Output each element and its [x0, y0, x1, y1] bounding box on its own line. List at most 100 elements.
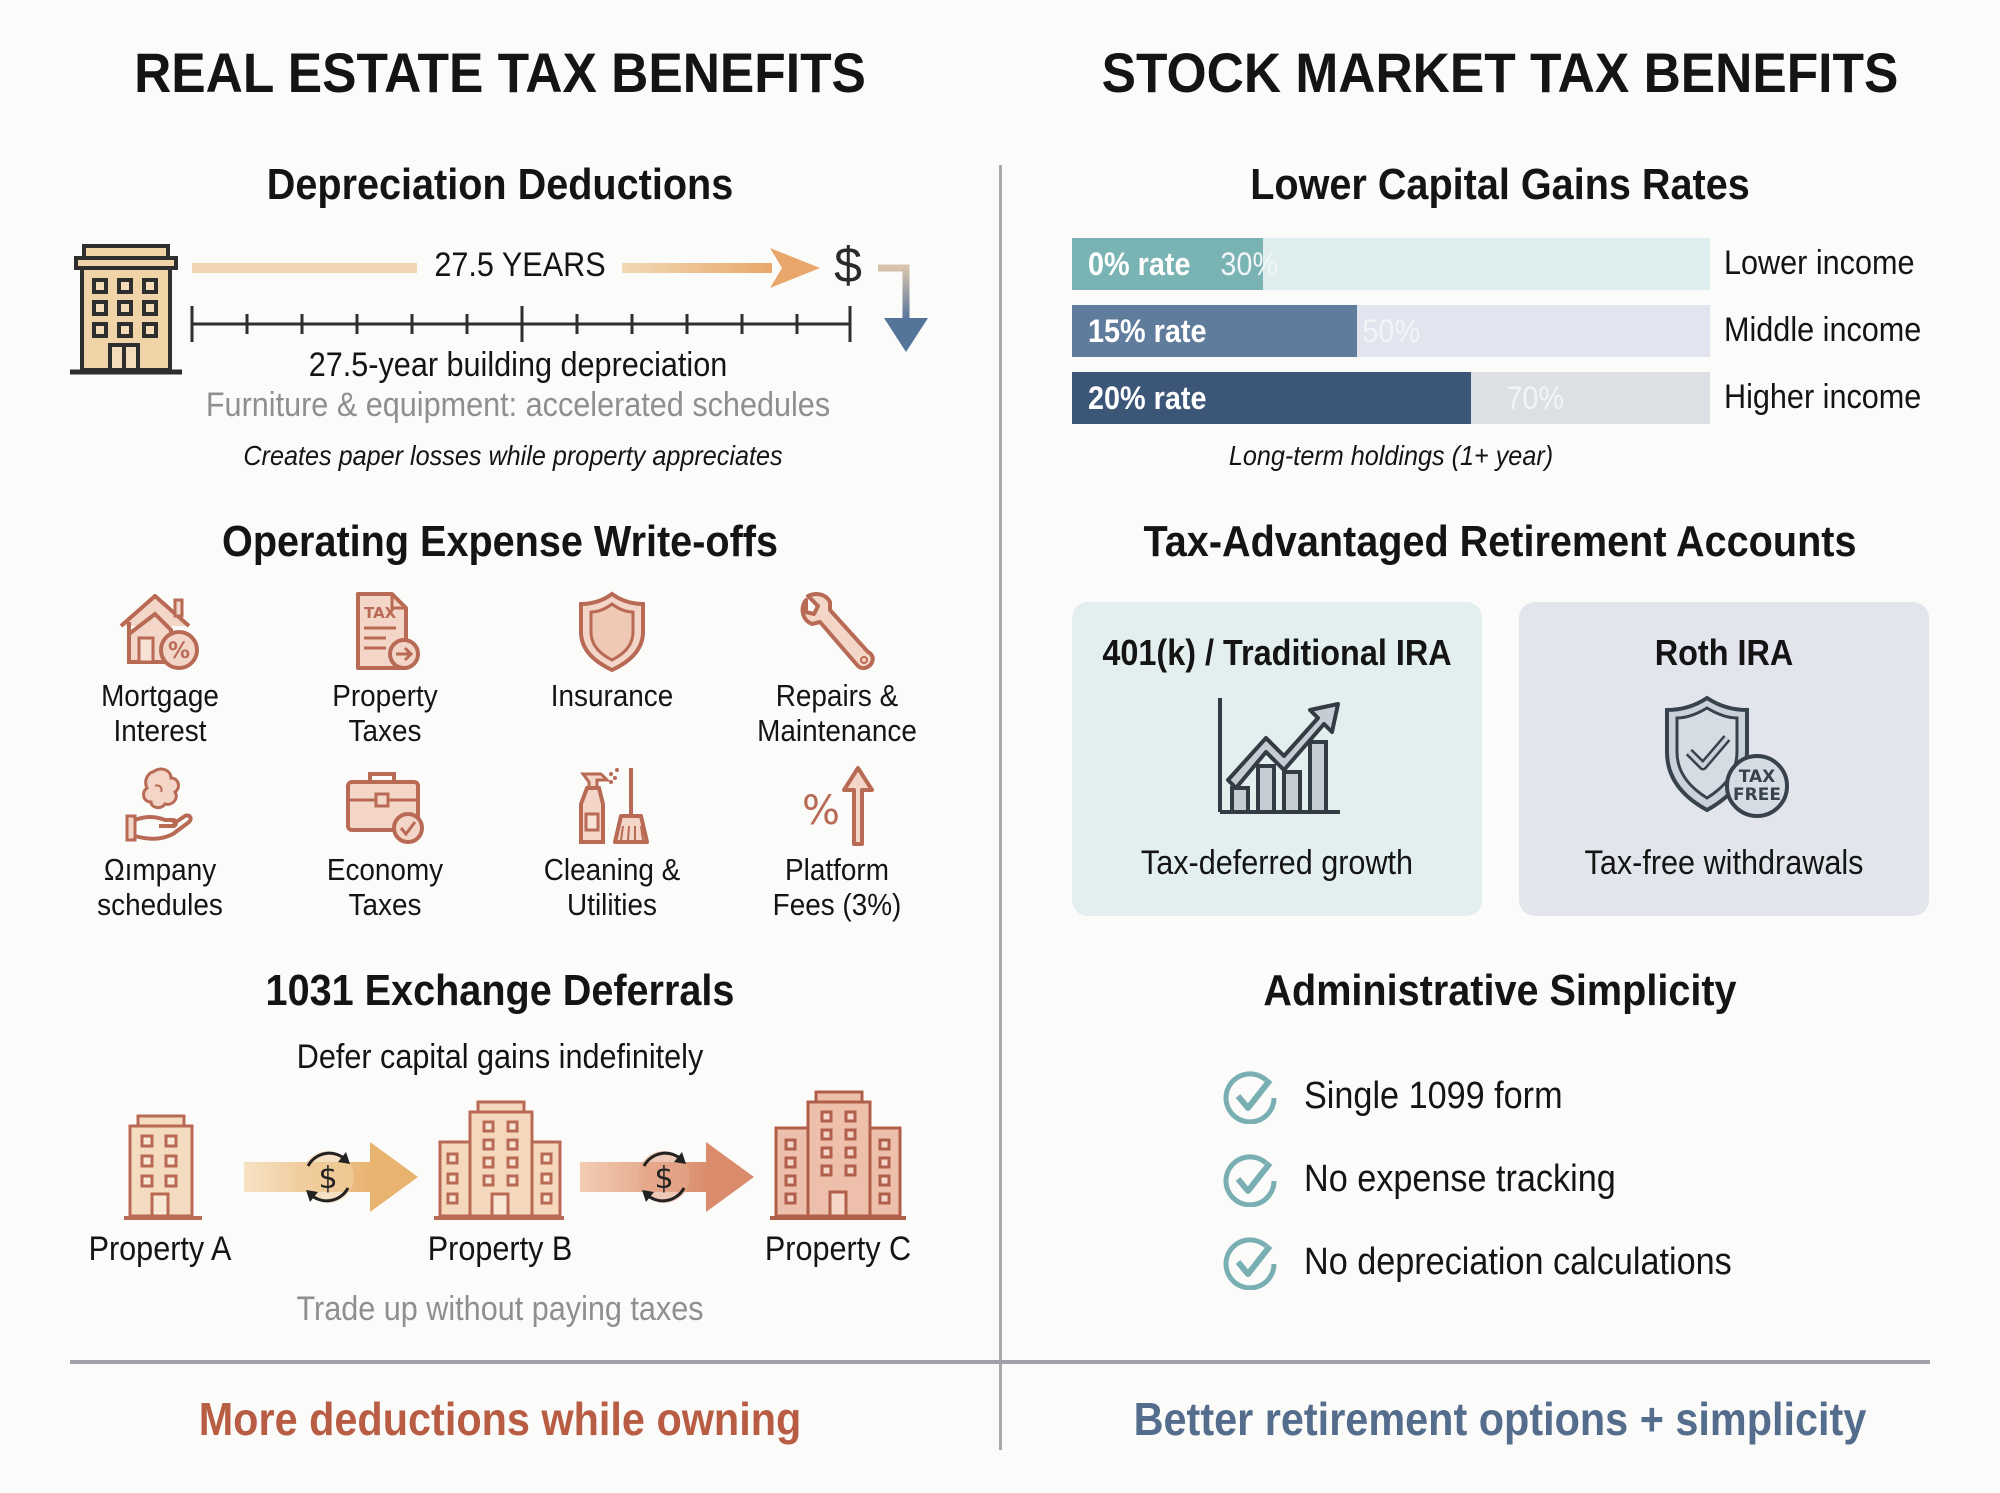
rate-bar-label: 20% rate — [1088, 380, 1207, 416]
decrease-arrow-icon — [878, 264, 928, 352]
rate-bar-2: 20% rate 70% — [1072, 372, 1710, 424]
check-circle-icon — [1223, 1071, 1277, 1124]
exchange-arrow-1: $ — [244, 1142, 418, 1212]
expense-economy-taxes: Economy Taxes — [270, 764, 500, 922]
expense-repairs-maintenance: Repairs & Maintenance — [722, 590, 952, 748]
expense-label-line2: Fees (3%) — [772, 887, 902, 922]
expense-platform-fees: % Platform Fees (3%) — [722, 764, 952, 922]
building-icon — [70, 244, 182, 375]
expense-label-line2: Interest — [113, 713, 207, 748]
stock-market-title: STOCK MARKET TAX BENEFITS — [1101, 41, 1899, 104]
svg-text:$: $ — [654, 1161, 673, 1196]
expense-label-line2: Taxes — [348, 887, 422, 922]
property-a-building-icon — [124, 1114, 202, 1220]
card-subtitle: Tax-free withdrawals — [1584, 844, 1864, 882]
simplicity-item: Single 1099 form — [1222, 1066, 1591, 1126]
exchange-heading: 1031 Exchange Deferrals — [265, 966, 735, 1015]
percent-arrow-up-icon: % — [802, 766, 874, 846]
expense-mortgage-interest: % Mortgage Interest — [45, 590, 275, 748]
retirement-heading: Tax-Advantaged Retirement Accounts — [1143, 517, 1857, 566]
real-estate-title: REAL ESTATE TAX BENEFITS — [134, 41, 866, 104]
property-c-label: Property C — [764, 1230, 912, 1268]
traditional-ira-card: 401(k) / Traditional IRA Tax-deferred gr… — [1072, 602, 1482, 916]
shield-tax-free-icon: TAX FREE — [1665, 695, 1789, 818]
wrench-icon — [800, 592, 875, 671]
simplicity-heading: Administrative Simplicity — [1263, 966, 1737, 1015]
expense-label-line2: Taxes — [348, 713, 422, 748]
exchange-note: Trade up without paying taxes — [296, 1290, 704, 1328]
rate-bar-fill — [1072, 372, 1471, 424]
dollar-icon: $ — [834, 237, 862, 293]
rate-bar-fill — [1072, 238, 1264, 290]
rate-bar-fill — [1072, 305, 1357, 357]
expense-label-line1: Economy — [326, 852, 444, 887]
briefcase-check-icon — [346, 772, 424, 844]
expense-insurance: Insurance — [497, 590, 727, 713]
expense-cleaning-utilities: Cleaning & Utilities — [497, 764, 727, 922]
roth-ira-card: Roth IRA TAX FREE Tax-free withdrawals — [1519, 602, 1929, 916]
expense-label-line1: Ωımpany — [103, 852, 217, 887]
depreciation-note: Creates paper losses while property appr… — [243, 440, 783, 471]
rate-bar-side-label: Middle income — [1724, 311, 1922, 349]
rate-bar-side-label: Lower income — [1724, 244, 1915, 282]
svg-text:$: $ — [318, 1161, 337, 1196]
svg-text:%: % — [802, 788, 840, 834]
vertical-divider — [999, 165, 1002, 1450]
rate-bar-pct: 30% — [1220, 246, 1279, 282]
shield-icon — [579, 591, 645, 672]
depreciation-timeline-ruler — [190, 306, 852, 342]
rate-bar-pct: 70% — [1506, 380, 1565, 416]
simplicity-item: No expense tracking — [1222, 1149, 1650, 1209]
exchange-subtitle: Defer capital gains indefinitely — [296, 1038, 704, 1076]
stock-market-summary: Better retirement options + simplicity — [1133, 1393, 1867, 1445]
expense-label-line1: Property — [332, 678, 438, 713]
property-c-building-icon — [770, 1090, 906, 1220]
rate-bar-pct: 50% — [1362, 313, 1421, 349]
expense-company-schedules: Ωımpany schedules — [45, 764, 275, 922]
svg-text:%: % — [168, 639, 190, 664]
rate-bar-1: 15% rate 50% — [1072, 305, 1710, 357]
simplicity-item: No depreciation calculations — [1222, 1232, 1779, 1292]
expense-label-line1: Insurance — [550, 678, 674, 713]
rate-bar-side-label: Higher income — [1724, 378, 1922, 416]
simplicity-item-text: No depreciation calculations — [1304, 1240, 1732, 1283]
simplicity-item-text: No expense tracking — [1304, 1157, 1616, 1200]
property-b-label: Property B — [427, 1230, 573, 1268]
expense-label-line2: Utilities — [567, 887, 657, 922]
expense-label-line1: Repairs & — [775, 678, 899, 713]
expense-label-line1: Mortgage — [101, 678, 219, 713]
check-circle-icon — [1223, 1154, 1277, 1207]
expense-label-line2: Maintenance — [757, 713, 917, 748]
spray-broom-icon — [579, 768, 649, 844]
property-a-label: Property A — [88, 1230, 232, 1268]
card-title: Roth IRA — [1654, 632, 1794, 673]
horizontal-divider — [70, 1360, 1930, 1364]
real-estate-summary: More deductions while owning — [198, 1393, 802, 1445]
depreciation-heading: Depreciation Deductions — [266, 160, 734, 209]
rate-bar-label: 0% rate — [1088, 246, 1191, 282]
depreciation-line2: Furniture & equipment: accelerated sched… — [205, 386, 831, 424]
property-b-building-icon — [434, 1100, 564, 1220]
tax-document-icon: TAX — [356, 592, 420, 670]
card-subtitle: Tax-deferred growth — [1140, 844, 1414, 882]
capital-gains-heading: Lower Capital Gains Rates — [1250, 160, 1750, 209]
timeline-arrow — [192, 248, 820, 288]
depreciation-line1: 27.5-year building depreciation — [308, 346, 728, 384]
rate-bar-label: 15% rate — [1088, 313, 1207, 349]
card-title: 401(k) / Traditional IRA — [1102, 632, 1452, 673]
timeline-years-label: 27.5 YEARS — [434, 246, 606, 284]
expense-label-line1: Platform — [785, 852, 889, 887]
capital-gains-note: Long-term holdings (1+ year) — [1228, 440, 1554, 471]
house-percent-icon: % — [119, 594, 199, 670]
hand-money-icon — [125, 767, 193, 842]
badge-line1: TAX — [1739, 767, 1776, 787]
simplicity-item-text: Single 1099 form — [1304, 1074, 1563, 1117]
check-circle-icon — [1223, 1237, 1277, 1290]
expense-property-taxes: TAX Property Taxes — [270, 590, 500, 748]
expense-label-line2: schedules — [97, 887, 223, 922]
badge-line2: FREE — [1733, 785, 1781, 805]
rate-bar-0: 0% rate 30% — [1072, 238, 1710, 290]
svg-text:TAX: TAX — [364, 604, 397, 622]
expense-label-line1: Cleaning & — [543, 852, 681, 887]
growth-chart-icon — [1218, 698, 1340, 814]
